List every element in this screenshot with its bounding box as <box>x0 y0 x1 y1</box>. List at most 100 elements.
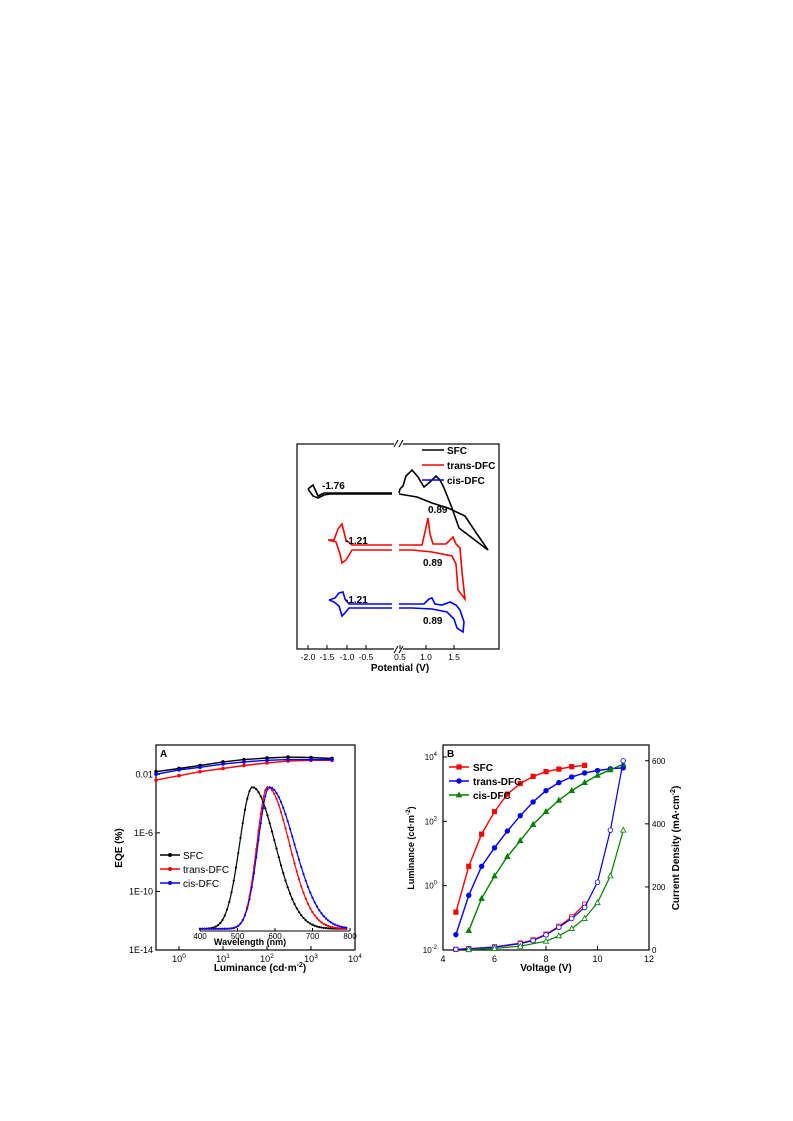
inset-point-cis <box>268 786 271 789</box>
inset-point-sfc <box>243 808 247 811</box>
cv-label-trans-oxidation: 0.89 <box>423 558 443 569</box>
inset-point-trans <box>338 927 341 930</box>
eqe-x-tick-label: 102 <box>260 953 274 964</box>
inset-point-sfc <box>248 789 251 793</box>
inset-point-sfc <box>255 788 258 791</box>
luminance-point-trans <box>581 770 588 776</box>
lum-y-tick-label: 104 <box>425 752 438 762</box>
luminance-point-sfc <box>517 780 523 787</box>
luminance-point-cis <box>581 778 588 786</box>
eqe-legend: SFC trans-DFC cis-DFC <box>160 851 229 890</box>
luminance-point-sfc <box>582 762 588 768</box>
eqe-y-tick-label: 1E-14 <box>129 945 153 955</box>
inset-x-tick-label: 400 <box>193 932 207 941</box>
inset-point-trans <box>286 835 289 839</box>
inset-point-trans <box>282 818 285 821</box>
luminance-point-cis <box>516 837 524 844</box>
inset-point-cis <box>239 922 242 925</box>
inset-point-trans <box>329 925 332 928</box>
luminance-point-sfc <box>530 773 536 779</box>
eqe-legend-marker-cis <box>168 881 172 885</box>
cv-x-tick-label: -1.5 <box>320 652 335 662</box>
current-point-trans <box>569 915 575 922</box>
cv-label-cis-oxidation: 0.89 <box>423 616 443 627</box>
inset-point-cis <box>340 925 343 928</box>
inset-point-cis <box>286 820 289 823</box>
inset-point-sfc <box>221 918 224 922</box>
eqe-y-axis: 0.01 1E-6 1E-10 1E-14 <box>129 769 160 955</box>
inset-point-cis <box>255 856 258 859</box>
inset-point-cis <box>336 924 339 927</box>
luminance-point-cis <box>478 894 485 901</box>
inset-point-cis <box>270 786 274 790</box>
cv-x-tick-label: -1.0 <box>340 652 355 662</box>
inset-point-cis <box>237 924 240 927</box>
eqe-y-tick-label: 1E-6 <box>134 828 153 838</box>
inset-point-sfc <box>268 822 271 825</box>
cv-plot-frame <box>296 443 500 650</box>
inset-point-sfc <box>214 925 217 928</box>
inset-point-cis <box>223 927 226 930</box>
inset-point-sfc <box>275 847 278 850</box>
inset-point-cis <box>225 927 229 930</box>
inset-point-trans <box>306 902 310 905</box>
inset-point-sfc <box>291 897 294 901</box>
luminance-point-sfc <box>479 831 485 837</box>
inset-point-cis <box>264 795 267 798</box>
inset-point-sfc <box>250 786 253 789</box>
inset-point-sfc <box>273 838 276 842</box>
inset-point-trans <box>320 921 323 924</box>
inset-point-sfc <box>259 795 262 798</box>
eqe-legend-marker-trans <box>168 867 172 871</box>
inset-point-trans <box>261 798 265 801</box>
eqe-point-trans <box>265 761 269 765</box>
cv-x-tick-label: 1.0 <box>420 652 432 662</box>
inset-point-trans <box>331 926 334 929</box>
lum-y-tick-label: 102 <box>425 816 438 826</box>
inset-point-cis <box>214 927 217 930</box>
current-point-cis <box>491 944 498 951</box>
eqe-legend-marker-sfc <box>168 853 172 857</box>
inset-point-cis <box>216 927 220 930</box>
inset-point-cis <box>313 901 316 904</box>
inset-point-cis <box>345 926 348 929</box>
luminance-point-sfc <box>466 863 472 869</box>
inset-point-trans <box>302 891 305 894</box>
inset-point-cis <box>322 915 325 918</box>
lum-x-tick-label: 10 <box>592 954 602 964</box>
eqe-point-cis <box>242 760 246 764</box>
current-point-cis <box>594 899 601 906</box>
eqe-point-cis <box>309 757 313 762</box>
inset-point-cis <box>275 791 278 795</box>
luminance-point-cis <box>555 796 563 803</box>
eqe-y-axis-label: EQE (%) <box>114 828 125 867</box>
luminance-point-cis <box>504 852 511 860</box>
cv-legend-trans: trans-DFC <box>447 461 495 472</box>
eqe-x-tick-label: 101 <box>216 953 230 964</box>
inset-point-cis <box>221 927 224 930</box>
inset-point-sfc <box>329 927 332 930</box>
cv-legend: SFC trans-DFC cis-DFC <box>422 446 495 487</box>
inset-point-cis <box>291 835 294 838</box>
inset-point-cis <box>309 891 312 894</box>
inset-point-cis <box>288 827 292 830</box>
inset-point-cis <box>282 806 285 809</box>
inset-point-sfc <box>223 914 226 917</box>
luminance-point-sfc <box>504 791 510 797</box>
eqe-x-tick-label: 100 <box>172 953 186 964</box>
current-point-trans <box>594 879 601 885</box>
inset-point-sfc <box>302 916 305 920</box>
inset-point-sfc <box>324 927 328 930</box>
current-y-tick-label: 0 <box>652 946 657 955</box>
inset-point-cis <box>257 838 260 842</box>
luminance-point-trans <box>517 812 523 819</box>
inset-point-cis <box>210 927 213 930</box>
lum-y-tick-label: 10-2 <box>423 945 438 955</box>
cv-x-tick-label: -2.0 <box>301 652 316 662</box>
inset-point-cis <box>252 872 256 875</box>
current-point-cis <box>568 924 576 931</box>
inset-point-cis <box>266 788 269 791</box>
inset-point-sfc <box>288 892 292 895</box>
cv-axis-break <box>393 439 404 654</box>
inset-point-trans <box>266 786 269 789</box>
